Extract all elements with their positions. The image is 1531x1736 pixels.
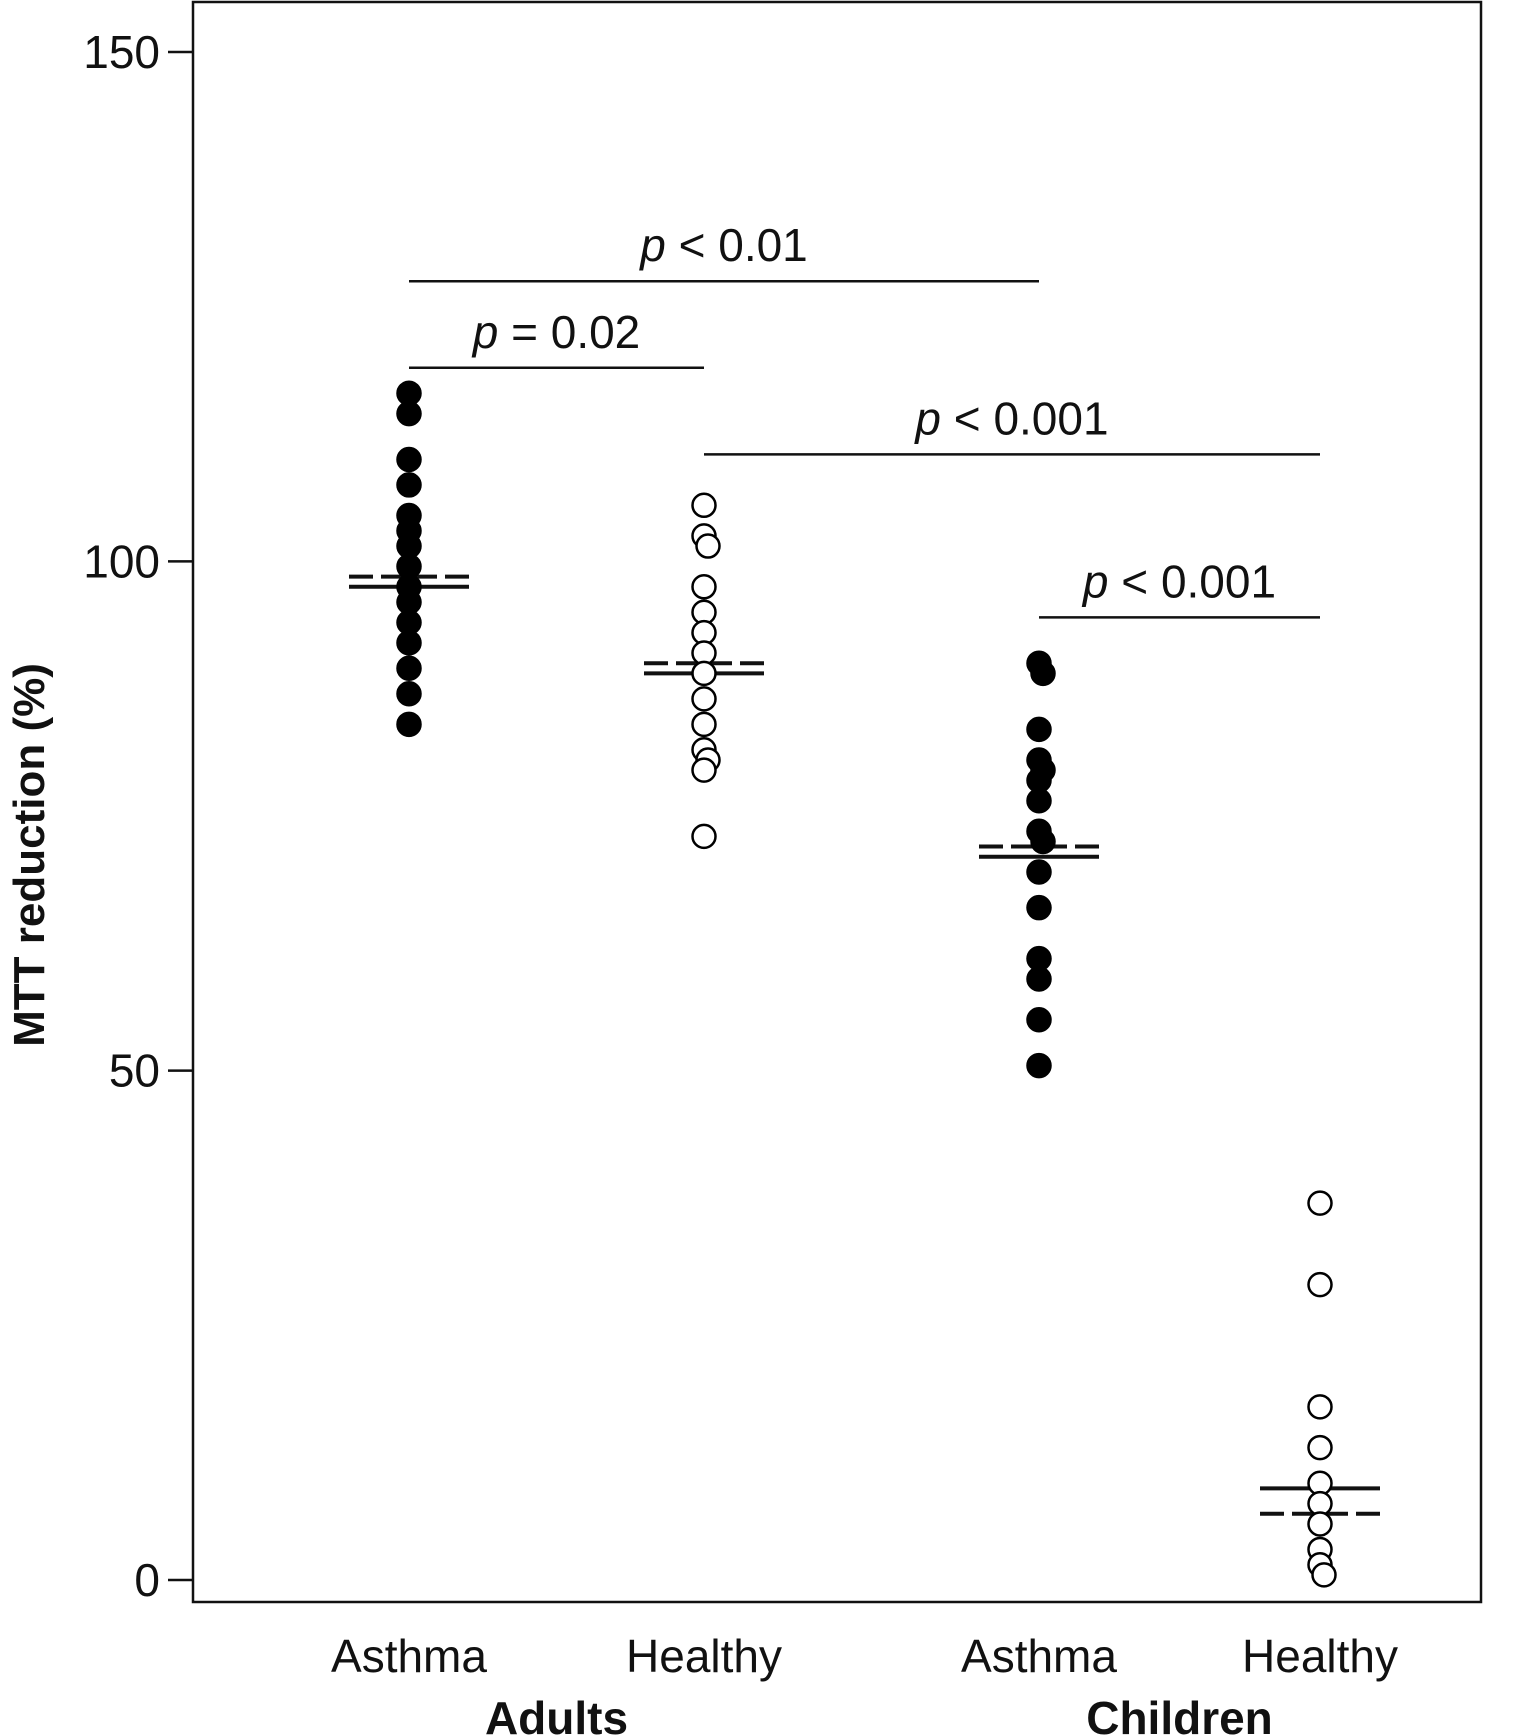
data-point-3-2 bbox=[1307, 1394, 1333, 1420]
data-point-2-8 bbox=[1030, 828, 1056, 855]
p-value-label-2: p < 0.001 bbox=[913, 392, 1108, 444]
y-tick-label-150: 150 bbox=[83, 26, 160, 78]
mean-median-lines bbox=[349, 574, 1380, 1516]
data-point-0-3 bbox=[396, 472, 422, 498]
group-label-adults: Adults bbox=[485, 1692, 628, 1736]
data-point-3-1 bbox=[1307, 1271, 1333, 1298]
group-label-children: Children bbox=[1086, 1692, 1273, 1736]
data-point-1-7 bbox=[691, 660, 717, 687]
data-point-2-2 bbox=[1026, 716, 1052, 743]
data-point-2-14 bbox=[1026, 1052, 1052, 1079]
data-point-1-8 bbox=[691, 686, 717, 712]
y-tick-label-50: 50 bbox=[109, 1045, 160, 1097]
data-point-2-9 bbox=[1026, 859, 1052, 885]
category-label-1: Healthy bbox=[626, 1630, 782, 1682]
data-point-2-10 bbox=[1026, 894, 1052, 921]
data-point-1-12 bbox=[691, 757, 717, 783]
y-tick-label-0: 0 bbox=[134, 1554, 160, 1606]
p-value-label-0: p = 0.02 bbox=[471, 306, 641, 358]
data-point-2-1 bbox=[1030, 660, 1056, 687]
category-label-2: Asthma bbox=[961, 1630, 1117, 1682]
data-point-0-14 bbox=[396, 711, 422, 738]
category-label-0: Asthma bbox=[331, 1630, 487, 1682]
p-value-label-1: p < 0.01 bbox=[638, 219, 808, 271]
data-point-0-12 bbox=[396, 655, 422, 682]
data-point-2-12 bbox=[1026, 966, 1052, 992]
plot-frame bbox=[191, 0, 1483, 1604]
data-point-1-2 bbox=[695, 533, 721, 559]
data-point-3-3 bbox=[1307, 1434, 1333, 1461]
data-point-3-9 bbox=[1311, 1562, 1337, 1588]
data-point-0-13 bbox=[396, 681, 422, 707]
y-axis-label: MTT reduction (%) bbox=[5, 663, 54, 1047]
y-tick-label-100: 100 bbox=[83, 535, 160, 587]
y-axis-ticks: 0 50 100 150 bbox=[83, 26, 193, 1606]
data-point-1-13 bbox=[691, 823, 717, 850]
data-point-1-9 bbox=[691, 711, 717, 738]
p-value-label-3: p < 0.001 bbox=[1081, 555, 1276, 607]
data-point-0-1 bbox=[396, 400, 422, 427]
data-point-0-11 bbox=[396, 630, 422, 656]
data-point-3-0 bbox=[1307, 1190, 1333, 1216]
data-point-2-6 bbox=[1026, 787, 1052, 814]
data-points bbox=[396, 380, 1337, 1588]
data-point-3-6 bbox=[1307, 1511, 1333, 1537]
data-point-0-2 bbox=[396, 446, 422, 473]
data-point-1-0 bbox=[691, 492, 717, 519]
data-point-1-3 bbox=[691, 574, 717, 600]
x-axis-labels: Asthma Healthy Asthma Healthy Adults Children bbox=[331, 1630, 1398, 1736]
data-point-2-13 bbox=[1026, 1006, 1052, 1033]
category-label-3: Healthy bbox=[1242, 1630, 1398, 1682]
significance-brackets: p = 0.02 p < 0.01 p < 0.001 p < 0.001 bbox=[409, 219, 1320, 619]
